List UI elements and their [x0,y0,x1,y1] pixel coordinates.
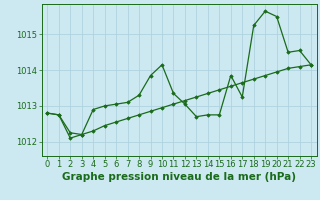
X-axis label: Graphe pression niveau de la mer (hPa): Graphe pression niveau de la mer (hPa) [62,172,296,182]
